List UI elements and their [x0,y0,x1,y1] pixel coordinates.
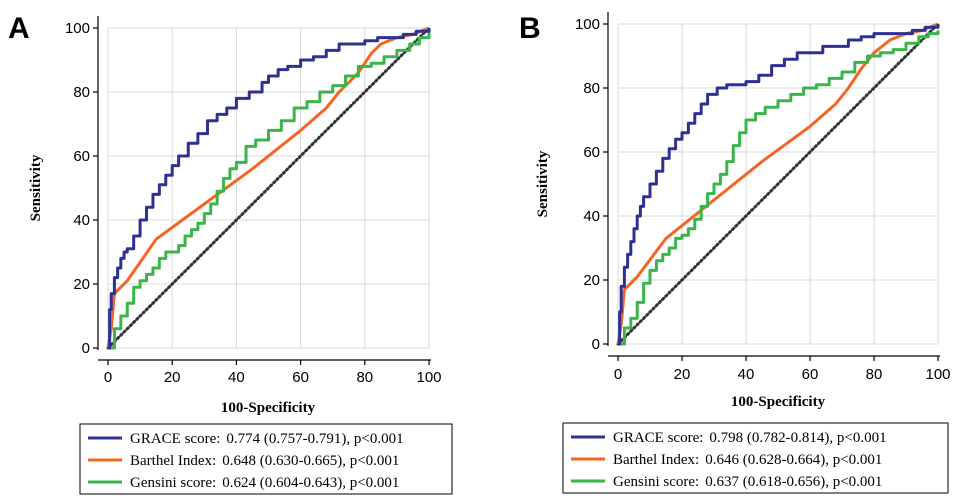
panel-b-x-tick-label-4: 80 [866,366,883,383]
panel-b-x-tick-label-3: 60 [802,366,819,383]
panel-b-y-tick-label-5: 100 [575,16,600,33]
panel-b-series-grace-score [618,24,940,346]
panel-a-y-tick-label-4: 80 [73,84,90,101]
panel-b: B 0 20 40 60 80 100 0 20 40 60 80 100 100-Specific… [519,12,951,494]
panel-b-legend-stat-grace-score: 0.798 (0.782-0.814), p<0.001 [709,430,886,446]
panel-a-series-layer [106,26,431,350]
panel-b-letter: B [519,12,541,45]
panel-b-series-barthel-index [616,22,939,345]
panel-a-reference-line [106,26,431,350]
panel-a-legend-stat-gensini-score: 0.624 (0.604-0.643), p<0.001 [222,475,399,491]
panel-a-legend: GRACE score: 0.774 (0.757-0.791), p<0.001… [79,423,453,495]
panel-b-y-tick-label-3: 60 [583,144,600,161]
panel-a-y-tick-label-1: 20 [73,276,90,293]
panel-a-y-axis-title: Sensitivity [28,154,44,221]
panel-b-x-tick-label-2: 40 [738,366,755,383]
panel-b-y-tick-label-0: 0 [592,336,600,353]
panel-a-x-tick-label-1: 20 [164,369,181,386]
panel-a-y-tick-label-2: 40 [73,212,90,229]
panel-a-x-tick-label-0: 0 [104,369,112,386]
panel-b-x-tick-label-0: 0 [614,366,622,383]
panel-a-y-tick-labels: 0 20 40 60 80 100 [65,20,98,357]
panel-b-x-tick-label-1: 20 [674,366,691,383]
panel-b-axes [607,12,940,357]
panel-a-x-tick-labels: 0 20 40 60 80 100 [104,360,442,386]
panel-a-series-grace-score [108,28,431,350]
panel-a-legend-name-grace-score: GRACE score: [130,431,220,447]
panel-b-y-tick-label-1: 20 [583,272,600,289]
panel-a-x-axis-title: 100-Specificity [221,400,316,416]
panel-a: A 0 20 40 60 80 100 0 20 40 60 80 100 100-Specific… [8,12,453,495]
panel-a-legend-box [79,423,453,495]
panel-b-x-axis-title: 100-Specificity [731,394,826,410]
panel-a-x-tick-label-2: 40 [228,369,245,386]
panel-b-legend-stat-gensini-score: 0.637 (0.618-0.656), p<0.001 [705,474,882,490]
panel-a-y-tick-label-0: 0 [82,340,90,357]
panel-a-grid [107,27,430,349]
panel-b-reference-line [616,22,940,346]
panel-b-y-tick-label-2: 40 [583,208,600,225]
panel-a-x-tick-label-5: 100 [416,369,441,386]
panel-b-grid [617,23,939,345]
panel-a-series-gensini-score [108,31,431,350]
panel-a-legend-stat-grace-score: 0.774 (0.757-0.791), p<0.001 [226,431,403,447]
panel-b-legend-box [562,422,949,494]
panel-a-legend-name-barthel-index: Barthel Index: [130,453,216,469]
panel-a-x-tick-label-3: 60 [292,369,309,386]
panel-b-legend: GRACE score: 0.798 (0.782-0.814), p<0.001… [562,422,949,494]
panel-a-x-tick-label-4: 80 [356,369,373,386]
panel-b-x-tick-label-5: 100 [925,366,950,383]
panel-a-y-tick-label-3: 60 [73,148,90,165]
panel-a-y-tick-label-5: 100 [65,20,90,37]
panel-b-legend-stat-barthel-index: 0.646 (0.628-0.664), p<0.001 [705,452,882,468]
panel-b-legend-name-grace-score: GRACE score: [613,430,703,446]
panel-b-series-gensini-score [618,30,940,346]
panel-a-legend-name-gensini-score: Gensini score: [130,475,216,491]
panel-a-axes [97,16,431,361]
panel-b-y-axis-title: Sensitivity [535,150,551,217]
panel-b-legend-name-gensini-score: Gensini score: [613,474,699,490]
panel-b-legend-name-barthel-index: Barthel Index: [613,452,699,468]
panel-b-y-tick-label-4: 80 [583,80,600,97]
panel-a-legend-stat-barthel-index: 0.648 (0.630-0.665), p<0.001 [222,453,399,469]
panel-b-x-tick-labels: 0 20 40 60 80 100 [614,356,951,383]
panel-b-series-layer [616,22,940,346]
panel-a-series-barthel-index [106,26,430,349]
panel-b-y-tick-labels: 0 20 40 60 80 100 [575,16,608,353]
panel-a-letter: A [8,12,30,45]
